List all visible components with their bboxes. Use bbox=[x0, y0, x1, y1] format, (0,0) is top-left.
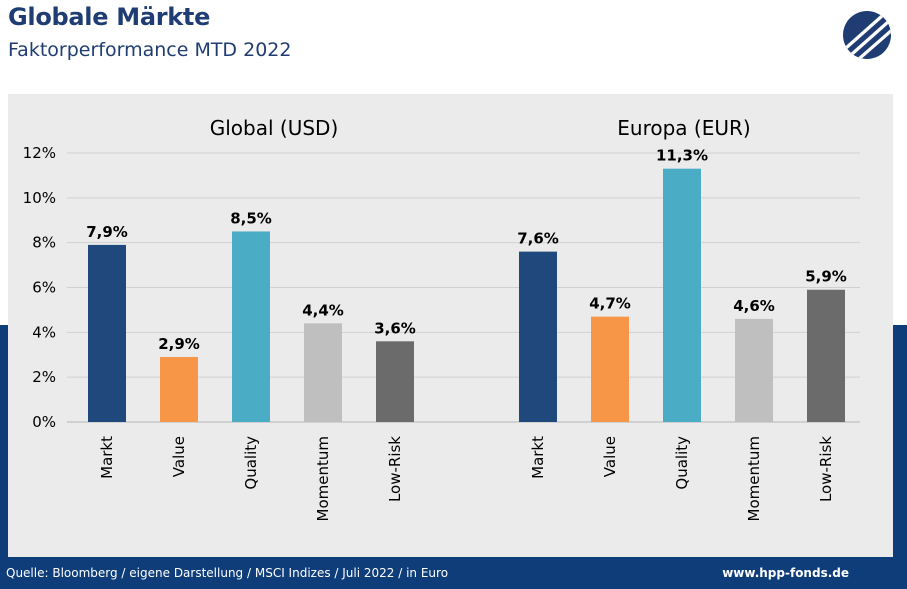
chart-title: Global (USD) bbox=[210, 116, 339, 140]
data-label: 4,4% bbox=[302, 301, 344, 319]
y-tick-label: 0% bbox=[32, 413, 56, 431]
x-tick-label: Momentum bbox=[314, 436, 332, 521]
x-tick-label: Low-Risk bbox=[386, 436, 404, 502]
data-label: 2,9% bbox=[158, 335, 200, 353]
data-label: 7,9% bbox=[86, 223, 128, 241]
bar bbox=[376, 341, 414, 422]
data-label: 5,9% bbox=[805, 268, 847, 286]
y-tick-label: 6% bbox=[32, 279, 56, 297]
x-tick-label: Value bbox=[601, 436, 619, 477]
chart-title: Europa (EUR) bbox=[617, 116, 750, 140]
y-tick-label: 8% bbox=[32, 234, 56, 252]
hpp-logo-icon bbox=[843, 11, 891, 59]
y-tick-label: 4% bbox=[32, 323, 56, 341]
bar bbox=[663, 168, 701, 422]
data-label: 4,7% bbox=[589, 295, 631, 313]
x-tick-label: Markt bbox=[529, 436, 547, 479]
y-tick-label: 10% bbox=[23, 189, 56, 207]
x-tick-label: Momentum bbox=[745, 436, 763, 521]
bar bbox=[591, 316, 629, 422]
bar bbox=[160, 356, 198, 422]
y-tick-label: 2% bbox=[32, 368, 56, 386]
x-tick-label: Markt bbox=[98, 436, 116, 479]
x-tick-label: Low-Risk bbox=[817, 436, 835, 502]
bar bbox=[807, 289, 845, 422]
data-label: 8,5% bbox=[230, 209, 272, 227]
data-label: 3,6% bbox=[374, 319, 416, 337]
x-tick-label: Quality bbox=[242, 436, 260, 490]
page-subtitle: Faktorperformance MTD 2022 bbox=[8, 39, 292, 61]
y-tick-label: 12% bbox=[23, 144, 56, 162]
bar bbox=[232, 231, 270, 422]
bar bbox=[88, 244, 126, 422]
data-label: 7,6% bbox=[517, 230, 559, 248]
page-title: Globale Märkte bbox=[8, 3, 211, 31]
factor-performance-chart: 0% 2% 4% 6% 8% 10% 12% Global (USD) 7,9% Markt 2,9… bbox=[23, 116, 860, 521]
website-link[interactable]: www.hpp-fonds.de bbox=[722, 566, 849, 580]
bar bbox=[304, 323, 342, 422]
data-label: 11,3% bbox=[656, 147, 708, 165]
bar bbox=[519, 251, 557, 422]
bar bbox=[735, 318, 773, 422]
x-tick-label: Quality bbox=[673, 436, 691, 490]
x-tick-label: Value bbox=[170, 436, 188, 477]
data-label: 4,6% bbox=[733, 297, 775, 315]
source-note: Quelle: Bloomberg / eigene Darstellung /… bbox=[6, 566, 449, 580]
